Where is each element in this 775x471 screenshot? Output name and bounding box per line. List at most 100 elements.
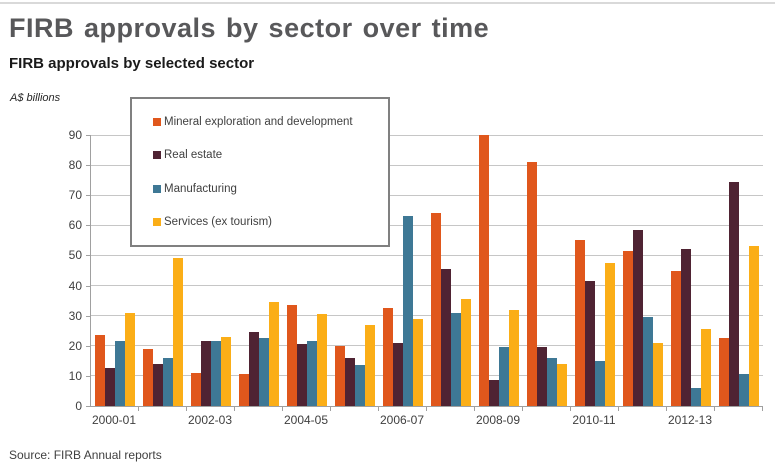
y-tick-label-30: 30 [68,308,82,323]
bar-real-estate-2005-06 [345,357,355,406]
legend-label: Services (ex tourism) [164,216,272,229]
x-tick-mark-6 [378,407,379,411]
y-tick-label-40: 40 [68,278,82,293]
bar-manufacturing-2010-11 [595,360,605,406]
bar-mineral-exploration-and-development-2007-08 [431,213,441,406]
x-tick-mark-5 [330,407,331,411]
bar-mineral-exploration-and-development-2009-10 [527,162,537,406]
x-tick-mark-14 [762,407,763,411]
legend-swatch-icon [153,218,161,227]
legend-entry: Services (ex tourism) [153,216,388,228]
bar-mineral-exploration-and-development-2003-04 [239,374,249,406]
bar-mineral-exploration-and-development-2002-03 [191,372,201,406]
bar-real-estate-2009-10 [537,347,547,406]
y-tick-label-20: 20 [68,338,82,353]
y-tick-mark-50 [86,255,90,257]
legend-swatch-icon [153,184,161,193]
bar-services-ex-tourism-2012-13 [701,329,711,406]
gridline-80 [91,164,763,166]
y-tick-mark-80 [86,165,90,167]
y-tick-label-80: 80 [68,158,82,173]
y-tick-label-10: 10 [68,368,82,383]
bar-manufacturing-2008-09 [499,347,509,406]
legend-swatch-icon [153,151,161,160]
legend: Mineral exploration and development Real … [130,97,390,247]
bar-manufacturing-2006-07 [403,216,413,406]
x-tick-label-2002-03: 2002-03 [187,413,233,427]
x-tick-mark-9 [522,407,523,411]
y-tick-label-90: 90 [68,128,82,142]
bar-manufacturing-2000-01 [115,341,125,406]
gridline-40 [91,285,763,287]
x-tick-mark-11 [618,407,619,411]
source-note: Source: FIRB Annual reports [9,448,162,462]
bar-mineral-exploration-and-development-2012-13 [671,270,681,406]
plot-area [90,134,763,407]
bar-services-ex-tourism-2001-02 [173,258,183,406]
bar-mineral-exploration-and-development-2008-09 [479,135,489,406]
bar-manufacturing-2012-13 [691,387,701,406]
bar-real-estate-2011-12 [633,229,643,406]
bar-mineral-exploration-and-development-2004-05 [287,305,297,406]
gridline-30 [91,315,763,317]
gridline-90 [91,134,763,136]
bar-services-ex-tourism-2002-03 [221,336,231,406]
bar-mineral-exploration-and-development-2011-12 [623,250,633,406]
bar-manufacturing-2009-10 [547,357,557,406]
bar-services-ex-tourism-2009-10 [557,363,567,406]
bar-real-estate-2012-13 [681,249,691,406]
y-tick-mark-70 [86,195,90,197]
bar-real-estate-2013-14 [729,181,739,406]
bar-mineral-exploration-and-development-2005-06 [335,345,345,406]
bar-services-ex-tourism-2006-07 [413,318,423,406]
bar-services-ex-tourism-2011-12 [653,342,663,406]
x-tick-label-2004-05: 2004-05 [283,413,329,427]
x-tick-label-2012-13: 2012-13 [667,413,713,427]
bar-services-ex-tourism-2013-14 [749,246,759,406]
gridline-10 [91,375,763,377]
bar-mineral-exploration-and-development-2013-14 [719,338,729,406]
x-tick-mark-2 [186,407,187,411]
bar-services-ex-tourism-2004-05 [317,314,327,406]
legend-label: Real estate [164,149,223,162]
bar-manufacturing-2005-06 [355,365,365,406]
x-tick-mark-4 [282,407,283,411]
bar-real-estate-2003-04 [249,332,259,406]
gridline-70 [91,194,763,196]
gridline-60 [91,224,763,226]
y-tick-mark-60 [86,225,90,227]
legend-label: Mineral exploration and development [164,115,353,128]
bar-services-ex-tourism-2005-06 [365,324,375,406]
top-border-line [0,2,775,4]
y-tick-mark-40 [86,285,90,287]
x-tick-mark-13 [714,407,715,411]
bar-services-ex-tourism-2000-01 [125,312,135,406]
bar-real-estate-2002-03 [201,341,211,406]
bar-manufacturing-2002-03 [211,341,221,406]
x-tick-mark-1 [138,407,139,411]
y-axis-unit-label: A$ billions [10,92,61,104]
x-tick-mark-8 [474,407,475,411]
y-tick-label-60: 60 [68,218,82,233]
gridline-20 [91,345,763,347]
x-tick-label-2000-01: 2000-01 [91,413,137,427]
x-tick-mark-12 [666,407,667,411]
bar-real-estate-2008-09 [489,380,499,406]
legend-entry: Mineral exploration and development [153,116,388,128]
x-tick-label-2006-07: 2006-07 [379,413,425,427]
y-tick-label-70: 70 [68,188,82,203]
bar-manufacturing-2003-04 [259,338,269,406]
bar-services-ex-tourism-2010-11 [605,262,615,406]
bar-real-estate-2006-07 [393,342,403,406]
bar-mineral-exploration-and-development-2006-07 [383,308,393,406]
legend-entry: Manufacturing [153,183,388,195]
y-tick-label-50: 50 [68,248,82,263]
bar-real-estate-2007-08 [441,269,451,406]
legend-entry: Real estate [153,149,388,161]
legend-swatch-icon [153,117,161,126]
bar-services-ex-tourism-2003-04 [269,302,279,406]
y-tick-mark-20 [86,345,90,347]
y-tick-label-0: 0 [75,399,82,413]
bar-manufacturing-2007-08 [451,312,461,406]
